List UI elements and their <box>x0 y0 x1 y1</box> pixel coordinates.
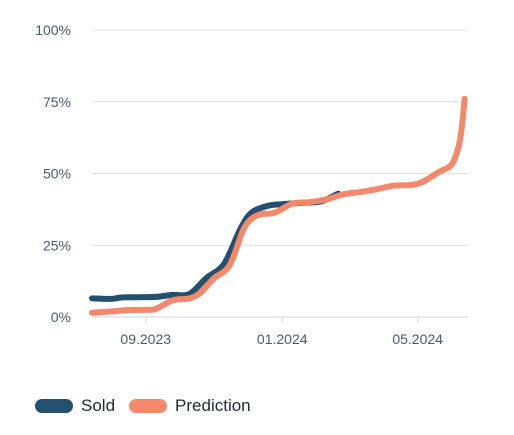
y-tick-label: 25% <box>43 237 71 253</box>
y-tick-label: 75% <box>43 94 71 110</box>
legend-label-prediction: Prediction <box>175 396 251 415</box>
series-lines <box>89 95 468 316</box>
x-axis-ticks: 09.2023 01.2024 05.2024 <box>120 317 443 347</box>
x-tick-label: 09.2023 <box>120 331 171 347</box>
y-axis-ticks: 0% 25% 50% 75% 100% <box>35 22 71 325</box>
legend-swatch-prediction <box>129 399 168 413</box>
y-tick-label: 100% <box>35 22 71 38</box>
legend-swatch-sold <box>35 399 73 413</box>
legend: Sold Prediction <box>35 396 265 416</box>
series-line-sold <box>89 190 342 302</box>
legend-item-prediction[interactable]: Prediction <box>129 396 251 416</box>
y-tick-label: 50% <box>43 166 71 182</box>
legend-label-sold: Sold <box>81 396 116 415</box>
x-tick-label: 01.2024 <box>257 331 308 347</box>
y-tick-label: 0% <box>51 309 71 325</box>
x-tick-label: 05.2024 <box>392 331 443 347</box>
grid-lines <box>92 29 468 318</box>
legend-item-sold[interactable]: Sold <box>35 396 115 416</box>
series-line-prediction <box>89 95 468 316</box>
